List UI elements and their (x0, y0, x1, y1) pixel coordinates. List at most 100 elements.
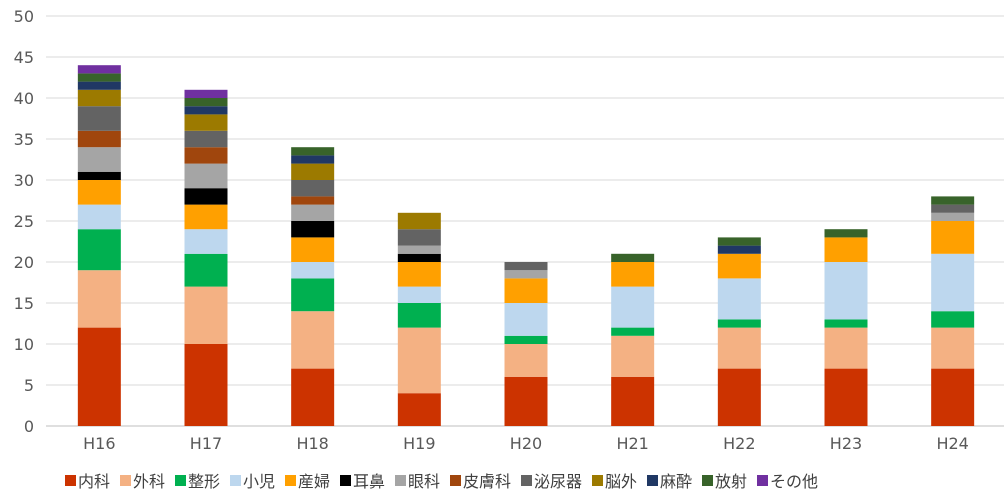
bar-segment-0 (77, 327, 121, 426)
bar-stack-H17 (184, 89, 228, 426)
legend-item: 泌尿器 (521, 472, 582, 491)
bar-segment-8 (184, 130, 228, 148)
bar-segment-6 (184, 163, 228, 189)
legend-label: 外科 (133, 472, 165, 491)
bar-segment-10 (291, 155, 335, 164)
x-tick-label: H21 (616, 434, 648, 453)
legend-swatch (521, 475, 532, 486)
x-tick-label: H22 (723, 434, 755, 453)
bar-segment-6 (77, 147, 121, 172)
legend-item: 脳外 (592, 472, 637, 491)
legend-item: 皮膚科 (450, 472, 511, 491)
legend-label: 麻酔 (660, 472, 692, 491)
bar-segment-1 (931, 327, 975, 369)
bar-stack-H20 (504, 262, 548, 426)
bar-segment-11 (824, 229, 868, 238)
bar-segment-12 (184, 89, 228, 98)
y-tick-label: 40 (14, 89, 34, 108)
bar-segment-2 (184, 253, 228, 287)
legend-item: 麻酔 (647, 472, 692, 491)
bar-segment-2 (397, 303, 441, 328)
bar-segment-11 (717, 237, 761, 246)
x-axis-ticks: H16 H17 H18 H19 H20 H21 H22 H23 H24 (83, 434, 969, 453)
bar-segment-5 (397, 253, 441, 262)
bar-stack-H23 (824, 229, 868, 426)
bar-segment-8 (504, 262, 548, 271)
legend-label: 泌尿器 (534, 472, 582, 491)
bar-segment-5 (184, 188, 228, 205)
bar-stack-H22 (717, 237, 761, 426)
bar-segment-10 (77, 81, 121, 90)
legend-swatch (120, 475, 131, 486)
bar-segment-2 (824, 319, 868, 328)
bar-segment-11 (184, 98, 228, 107)
legend-item: 内科 (65, 472, 110, 491)
bar-segment-9 (77, 89, 121, 107)
legend-item: 耳鼻 (340, 472, 385, 491)
legend-swatch (450, 475, 461, 486)
bar-segment-4 (504, 278, 548, 303)
bar-segment-1 (717, 327, 761, 369)
y-axis-ticks: 0 5 10 15 20 25 30 35 40 45 50 (14, 7, 34, 436)
legend-swatch (65, 475, 76, 486)
bar-segment-7 (77, 130, 121, 148)
bar-segment-8 (77, 106, 121, 131)
legend-item: その他 (757, 472, 818, 491)
legend-item: 産婦 (285, 472, 330, 491)
legend-swatch (592, 475, 603, 486)
bar-segment-4 (931, 221, 975, 254)
bar-segment-0 (504, 376, 548, 426)
bar-segment-3 (717, 278, 761, 320)
bar-segment-3 (397, 286, 441, 303)
bar-segment-10 (717, 245, 761, 254)
legend-label: 整形 (188, 472, 220, 491)
bar-segment-0 (291, 368, 335, 426)
bar-segment-4 (397, 262, 441, 287)
legend-swatch (175, 475, 186, 486)
bar-stack-H16 (77, 65, 121, 426)
bar-segment-6 (397, 245, 441, 254)
bar-segment-1 (184, 286, 228, 344)
bar-segment-0 (184, 344, 228, 426)
bar-segment-2 (611, 327, 655, 336)
y-tick-label: 35 (14, 130, 34, 149)
legend-item: 外科 (120, 472, 165, 491)
legend-label: 内科 (78, 472, 110, 491)
bar-segment-4 (824, 237, 868, 262)
bar-segment-4 (184, 204, 228, 230)
legend-label: 放射 (715, 472, 747, 491)
bar-segment-1 (291, 311, 335, 369)
bar-stack-H19 (397, 212, 441, 426)
bar-segment-6 (504, 270, 548, 279)
bar-segment-9 (184, 114, 228, 131)
legend-swatch (230, 475, 241, 486)
bar-segment-2 (291, 278, 335, 312)
bar-segment-4 (611, 262, 655, 287)
bar-segment-0 (611, 376, 655, 426)
bar-segment-10 (184, 106, 228, 115)
y-tick-label: 25 (14, 212, 34, 231)
legend-swatch (757, 475, 768, 486)
bar-segment-0 (931, 368, 975, 426)
bar-stack-H21 (611, 253, 655, 426)
y-tick-label: 10 (14, 335, 34, 354)
bar-segment-0 (824, 368, 868, 426)
bar-segment-5 (77, 171, 121, 180)
bar-segment-0 (717, 368, 761, 426)
bar-segment-11 (611, 253, 655, 262)
legend-label: 小児 (243, 472, 275, 491)
bar-segment-1 (611, 335, 655, 377)
bar-segment-8 (397, 229, 441, 246)
bar-segment-6 (291, 204, 335, 221)
bar-segment-1 (824, 327, 868, 369)
legend-item: 眼科 (395, 472, 440, 491)
x-tick-label: H17 (190, 434, 222, 453)
bars (77, 65, 975, 426)
bar-segment-9 (291, 163, 335, 180)
bar-segment-0 (397, 393, 441, 426)
legend-label: 皮膚科 (463, 472, 511, 491)
y-tick-label: 20 (14, 253, 34, 272)
x-tick-label: H16 (83, 434, 115, 453)
bar-segment-4 (291, 237, 335, 262)
bar-segment-2 (504, 335, 548, 344)
